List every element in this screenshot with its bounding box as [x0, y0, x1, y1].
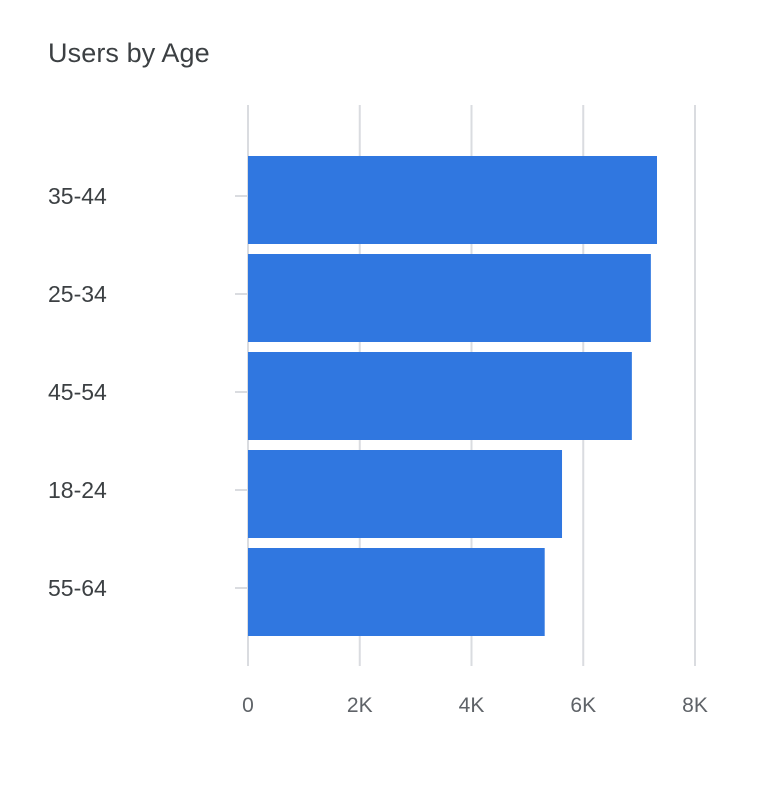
tick-labels: 0 2K 4K 6K 8K — [242, 694, 708, 717]
x-tick-label: 2K — [347, 694, 373, 717]
bar[interactable] — [248, 548, 545, 636]
x-tick-label: 4K — [459, 694, 485, 717]
category-label: 55-64 — [48, 575, 107, 601]
x-tick-label: 8K — [682, 694, 708, 717]
bar[interactable] — [248, 450, 563, 538]
category-label: 45-54 — [48, 379, 107, 405]
chart-title: Users by Age — [48, 38, 210, 68]
x-tick-label: 6K — [570, 694, 596, 717]
category-label: 18-24 — [48, 477, 107, 503]
bars — [248, 156, 658, 636]
bar[interactable] — [248, 156, 658, 244]
category-labels: 35-44 25-34 45-54 18-24 55-64 — [48, 183, 107, 601]
bar[interactable] — [248, 352, 632, 440]
x-tick-label: 0 — [242, 694, 254, 717]
category-label: 35-44 — [48, 183, 107, 209]
bar[interactable] — [248, 254, 651, 342]
category-label: 25-34 — [48, 281, 107, 307]
